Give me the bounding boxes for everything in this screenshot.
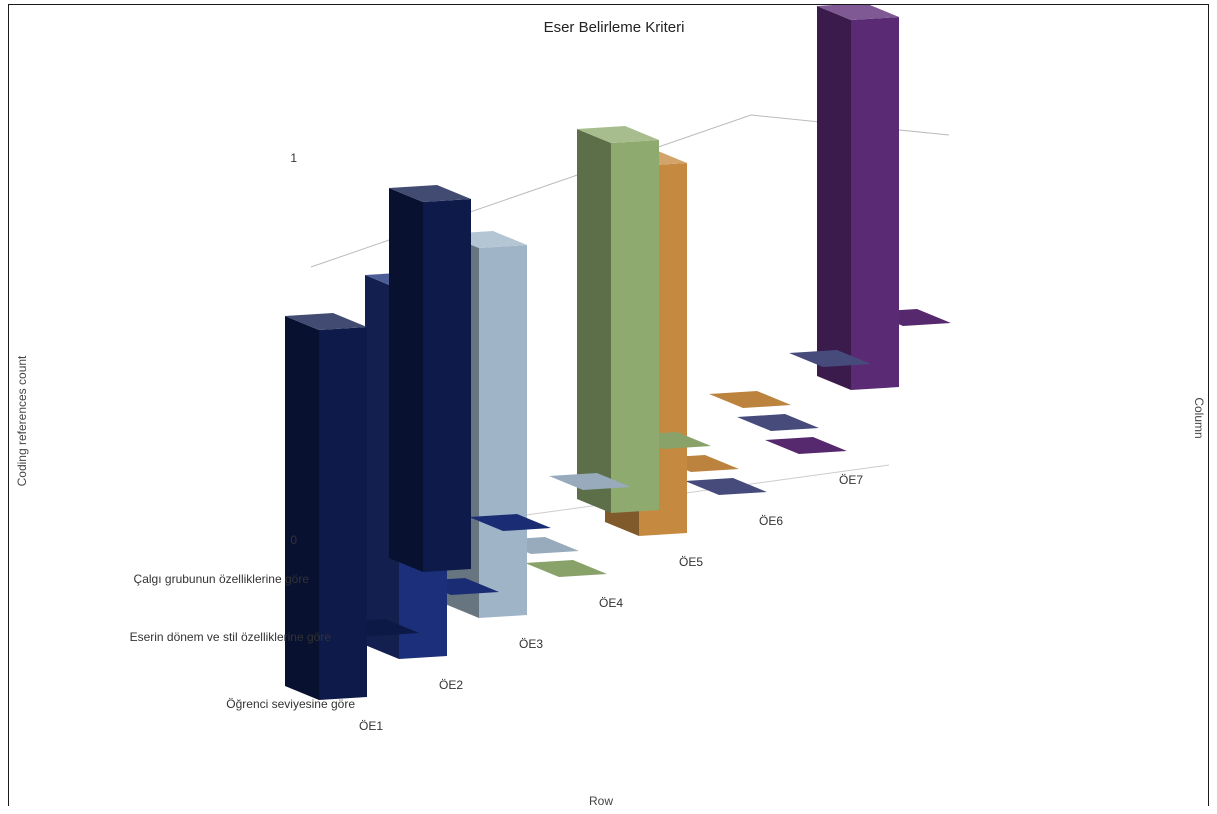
bar-ÖE3-series-0 — [549, 473, 631, 490]
bar-ÖE1-series-0 — [389, 185, 471, 572]
bar-ÖE5-series-0 — [709, 391, 791, 408]
bar-ÖE6-series-0 — [789, 350, 871, 367]
bar-ÖE6-series-1 — [737, 414, 819, 431]
bar-ÖE4-series-2 — [525, 560, 607, 577]
y-tick-label: 1 — [290, 151, 297, 165]
chart-bars — [285, 5, 951, 700]
x-category-label: ÖE5 — [679, 555, 703, 569]
bar-top-face — [577, 126, 659, 143]
bar-floor-tile — [525, 560, 607, 577]
bar-ÖE6-series-2 — [685, 478, 767, 495]
series-label: Çalgı grubunun özelliklerine göre — [134, 572, 310, 586]
series-label: Öğrenci seviyesine göre — [226, 697, 355, 711]
x-axis-title: Row — [589, 794, 613, 807]
bar-ÖE2-series-0 — [469, 514, 551, 531]
bar-ÖE4-series-1 — [577, 126, 659, 513]
chart-labels: 0 1 ÖE1 ÖE2 ÖE3 ÖE4 ÖE5 ÖE6 ÖE7 Çalgı grubunun öz… — [130, 151, 864, 733]
x-category-label: ÖE7 — [839, 473, 863, 487]
z-axis-title: Column — [1192, 397, 1206, 438]
x-category-label: ÖE4 — [599, 596, 623, 610]
bar-floor-tile — [709, 391, 791, 408]
bar-top-face — [389, 185, 471, 202]
x-category-label: ÖE3 — [519, 637, 543, 651]
bar-floor-tile — [469, 514, 551, 531]
chart-frame: Eser Belirleme Kriteri Row Coding refere… — [8, 4, 1209, 807]
bar-front-face — [423, 199, 471, 572]
gridline-top — [310, 114, 752, 268]
bar-floor-tile — [549, 473, 631, 490]
x-category-label: ÖE1 — [359, 719, 383, 733]
bar-floor-tile — [737, 414, 819, 431]
bar-side-face — [285, 316, 319, 700]
bar-front-face — [611, 140, 659, 513]
bar-front-face — [319, 327, 367, 700]
y-axis-title: Coding references count — [15, 355, 29, 486]
x-category-label: ÖE6 — [759, 514, 783, 528]
bar-ÖE7-series-2 — [765, 437, 847, 454]
bar-side-face — [389, 188, 423, 572]
bar-front-face — [479, 245, 527, 618]
bar-ÖE7-series-1 — [817, 5, 899, 390]
bar-top-face — [285, 313, 367, 330]
y-tick-label: 0 — [290, 533, 297, 547]
chart-svg: Eser Belirleme Kriteri Row Coding refere… — [15, 5, 1206, 807]
bar-ÖE1-series-2 — [285, 313, 367, 700]
chart-title: Eser Belirleme Kriteri — [544, 19, 685, 36]
series-label: Eserin dönem ve stil özelliklerine göre — [130, 630, 332, 644]
bar-side-face — [577, 129, 611, 513]
bar-floor-tile — [685, 478, 767, 495]
bar-front-face — [851, 17, 899, 390]
bar-side-face — [817, 6, 851, 390]
bar-top-face — [817, 5, 899, 20]
bar-floor-tile — [789, 350, 871, 367]
x-category-label: ÖE2 — [439, 678, 463, 692]
bar-floor-tile — [765, 437, 847, 454]
